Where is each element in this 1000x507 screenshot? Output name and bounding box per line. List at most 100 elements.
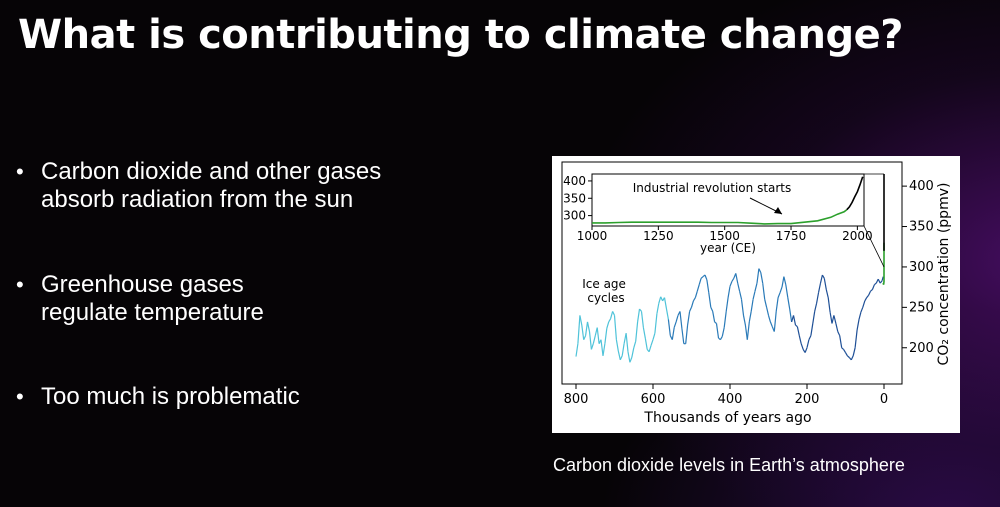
bullet-line: Greenhouse gases xyxy=(41,271,244,298)
ice-core-segment xyxy=(814,303,818,312)
ice-core-segment xyxy=(760,272,764,284)
ice-core-segment xyxy=(864,297,868,302)
inset-y-tick-label: 350 xyxy=(563,191,586,205)
ice-core-segment xyxy=(773,311,777,332)
ice-core-segment xyxy=(756,268,760,284)
ice-core-segment xyxy=(739,291,743,300)
ice-core-segment xyxy=(800,343,804,350)
bullet-item: • Too much is problematic xyxy=(16,383,496,411)
ice-core-segment xyxy=(806,339,810,348)
ice-core-segment xyxy=(839,335,843,348)
ice-core-segment xyxy=(663,297,668,310)
ice-core-segment xyxy=(781,276,785,288)
ice-core-segment xyxy=(577,315,581,344)
ice-core-segment xyxy=(835,323,839,332)
ice-core-segment xyxy=(727,286,731,298)
ice-core-segment xyxy=(866,294,870,298)
ice-core-segment xyxy=(881,276,884,281)
ice-core-segment xyxy=(596,327,600,344)
ice-core-segment xyxy=(752,291,756,300)
bullet-dot: • xyxy=(16,384,24,409)
inset-modern-line xyxy=(846,176,864,211)
ice-core-segment xyxy=(690,300,694,308)
ice-core-segment xyxy=(725,297,729,312)
ice-core-segment xyxy=(685,325,689,344)
ice-core-segment xyxy=(858,312,862,320)
ice-core-segment xyxy=(877,278,881,284)
inset-connector xyxy=(863,225,885,268)
ice-core-segment xyxy=(844,352,848,357)
ice-core-segment xyxy=(856,319,860,331)
ice-core-segment xyxy=(767,315,771,323)
ice-core-segment xyxy=(692,297,696,302)
y-axis-label: CO₂ concentration (ppmv) xyxy=(936,183,952,366)
main-x-ticks: 800 600 400 200 0 xyxy=(564,384,888,407)
ice-core-segment xyxy=(715,323,720,339)
ice-core-segment xyxy=(871,284,875,290)
bullet-item: • Carbon dioxide and other gases absorb … xyxy=(16,158,496,214)
industrial-revolution-annotation: Industrial revolution starts xyxy=(633,181,792,195)
ice-core-segment xyxy=(850,355,854,361)
ice-core-segment xyxy=(798,335,802,344)
y-tick-label: 250 xyxy=(909,300,934,315)
ice-core-segment xyxy=(625,333,629,352)
ice-core-segment xyxy=(708,292,712,308)
ice-core-segment xyxy=(654,313,658,334)
inset-plot-frame xyxy=(591,173,865,227)
ice-core-segment xyxy=(629,357,633,363)
y-tick-label: 350 xyxy=(909,220,934,235)
ice-core-segment xyxy=(575,343,579,357)
ice-core-segment xyxy=(681,328,685,344)
inset-x-tick-label: 1000 xyxy=(577,229,608,243)
ice-core-segment xyxy=(650,339,654,346)
ice-core-segment xyxy=(602,343,606,356)
ice-core-segment xyxy=(635,321,639,342)
ice-core-segment xyxy=(843,349,847,353)
ice-core-segment xyxy=(764,299,768,308)
x-tick-label: 600 xyxy=(641,392,666,407)
ice-core-segment xyxy=(704,274,708,281)
x-tick-label: 0 xyxy=(880,392,888,407)
ice-core-segment xyxy=(621,343,625,356)
ice-core-segment xyxy=(696,284,700,292)
ice-core-segment xyxy=(581,325,585,340)
ice-core-segment xyxy=(698,278,702,285)
ice-core-segment xyxy=(862,300,866,308)
ice-core-segment xyxy=(719,336,723,340)
ice-core-segment xyxy=(816,292,820,304)
chart-card: 800 600 400 200 0 200 250 300 350 400 Thousands … xyxy=(552,156,960,433)
inset-x-axis-label: year (CE) xyxy=(700,241,756,255)
ice-core-segment xyxy=(775,297,779,312)
ice-core-segment xyxy=(854,329,858,348)
ice-core-segment xyxy=(656,303,660,314)
ice-core-segment xyxy=(758,268,762,273)
ice-core-segment xyxy=(769,321,773,327)
ice-age-annotation: Ice age cycles xyxy=(582,277,630,305)
ice-core-segment xyxy=(619,355,623,361)
ice-core-segment xyxy=(748,311,752,323)
ice-core-segment xyxy=(819,274,823,284)
ice-core-segment xyxy=(829,312,833,324)
ice-core-segment xyxy=(831,315,835,324)
inset-x-tick-label: 1250 xyxy=(643,229,674,243)
ice-core-segment xyxy=(808,335,812,340)
inset-series-group xyxy=(592,176,864,225)
ice-core-segment xyxy=(675,315,679,323)
main-y-ticks: 200 250 300 350 400 xyxy=(902,179,934,356)
ice-core-segment xyxy=(742,315,746,326)
bullet-line: absorb radiation from the sun xyxy=(41,186,354,213)
main-series-group xyxy=(575,173,885,363)
ice-core-segment xyxy=(644,338,648,350)
ice-core-segment xyxy=(812,311,816,324)
ice-core-segment xyxy=(827,297,831,313)
ice-core-segment xyxy=(667,319,671,336)
x-tick-label: 200 xyxy=(795,392,820,407)
ice-core-segment xyxy=(660,296,664,302)
y-tick-label: 300 xyxy=(909,260,934,275)
ice-core-segment xyxy=(665,308,669,320)
ice-core-segment xyxy=(823,278,827,290)
ice-core-segment xyxy=(787,297,791,310)
ice-core-segment xyxy=(754,282,758,292)
ice-core-segment xyxy=(833,315,837,324)
ice-core-segment xyxy=(792,315,797,326)
